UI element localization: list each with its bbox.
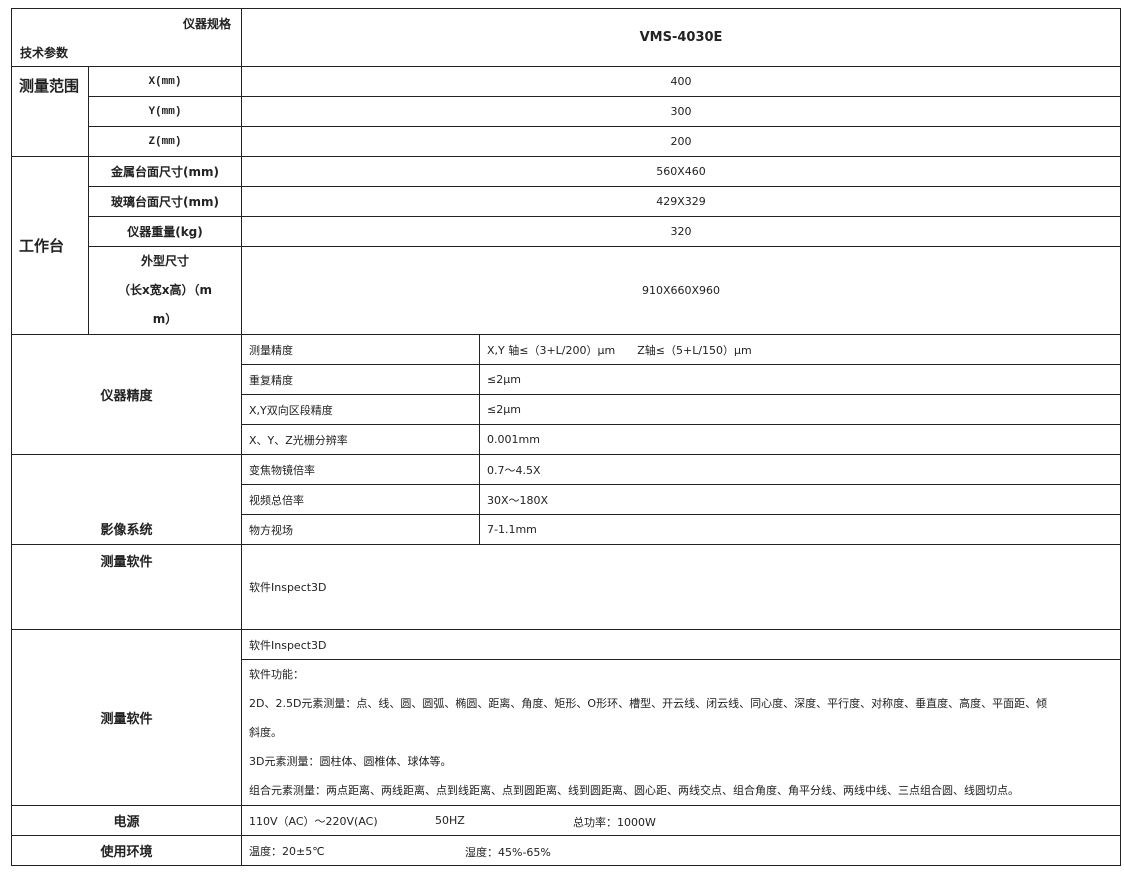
segment-precision-value: ≤2μm [478,394,1122,425]
video-mag-label: 视频总倍率 [241,484,480,515]
resolution-label: X、Y、Z光栅分辨率 [241,424,480,455]
segment-precision-label: X,Y双向区段精度 [241,394,480,425]
software2-group: 测量软件 [11,629,242,806]
software2-name: 软件Inspect3D [240,629,1122,660]
imaging-group: 影像系统 [11,454,242,545]
software-features: 软件功能： 2D、2.5D元素测量：点、线、圆、圆弧、椭圆、距离、角度、矩形、O… [240,659,1122,806]
weight-value: 320 [240,216,1122,247]
features-3d: 3D元素测量：圆柱体、圆椎体、球体等。 [249,755,452,768]
header-corner-cell: 仪器规格 技术参数 [11,8,242,67]
param-label: 技术参数 [20,46,69,60]
env-group: 使用环境 [11,835,242,866]
precision-group: 仪器精度 [11,334,242,455]
glass-table-label: 玻璃台面尺寸(mm) [88,186,242,217]
range-group-label: 测量范围 [19,77,80,95]
spec-table: 仪器规格 技术参数 VMS-4030E 测量范围 X(mm) 400 Y(mm)… [11,8,1122,866]
glass-table-value: 429X329 [240,186,1122,217]
software1-group: 测量软件 [11,544,242,630]
video-mag-value: 30X～180X [478,484,1122,515]
metal-table-label: 金属台面尺寸(mm) [88,156,242,187]
range-z-label: Z(mm) [88,126,242,157]
repeat-precision-label: 重复精度 [241,364,480,395]
worktable-group: 工作台 [11,156,89,335]
zoom-lens-value: 0.7～4.5X [478,454,1122,485]
power-total: 总功率：1000W [573,816,656,829]
power-voltage: 110V（AC）～220V(AC) [249,814,378,828]
metal-table-value: 560X460 [240,156,1122,187]
spec-label: 仪器规格 [182,17,231,31]
power-group: 电源 [11,805,242,836]
dims-label-line2: （长x宽x高）（m [118,283,212,297]
model-name: VMS-4030E [240,8,1122,67]
software1-value: 软件Inspect3D [240,544,1122,630]
features-title: 软件功能： [249,668,304,681]
weight-label: 仪器重量(kg) [88,216,242,247]
features-combo: 组合元素测量：两点距离、两线距离、点到线距离、点到圆距离、线到圆距离、圆心距、两… [249,784,1019,797]
range-group: 测量范围 [11,66,89,157]
range-y-value: 300 [240,96,1122,127]
dims-label: 外型尺寸 （长x宽x高）（m m） [88,246,242,335]
range-x-value: 400 [240,66,1122,97]
dims-label-line3: m） [152,312,178,326]
env-humidity: 湿度：45%-65% [465,846,551,859]
dims-label-line1: 外型尺寸 [140,254,189,268]
env-value: 温度：20±5℃ 湿度：45%-65% [240,835,1122,866]
range-z-value: 200 [240,126,1122,157]
range-y-label: Y(mm) [88,96,242,127]
features-2d: 2D、2.5D元素测量：点、线、圆、圆弧、椭圆、距离、角度、矩形、O形环、槽型、… [249,697,1048,710]
power-value: 110V（AC）～220V(AC) 50HZ 总功率：1000W [240,805,1122,836]
precision-label: 测量精度 [241,334,480,365]
env-temperature: 温度：20±5℃ [249,844,325,858]
resolution-value: 0.001mm [478,424,1122,455]
field-of-view-label: 物方视场 [241,514,480,545]
field-of-view-value: 7-1.1mm [478,514,1122,545]
zoom-lens-label: 变焦物镜倍率 [241,454,480,485]
repeat-precision-value: ≤2μm [478,364,1122,395]
range-x-label: X(mm) [88,66,242,97]
dims-value: 910X660X960 [240,246,1122,335]
power-frequency: 50HZ [435,814,465,827]
features-2d-cont: 斜度。 [249,726,282,739]
precision-value: X,Y 轴≤（3+L/200）μm Z轴≤（5+L/150）μm [478,334,1122,365]
